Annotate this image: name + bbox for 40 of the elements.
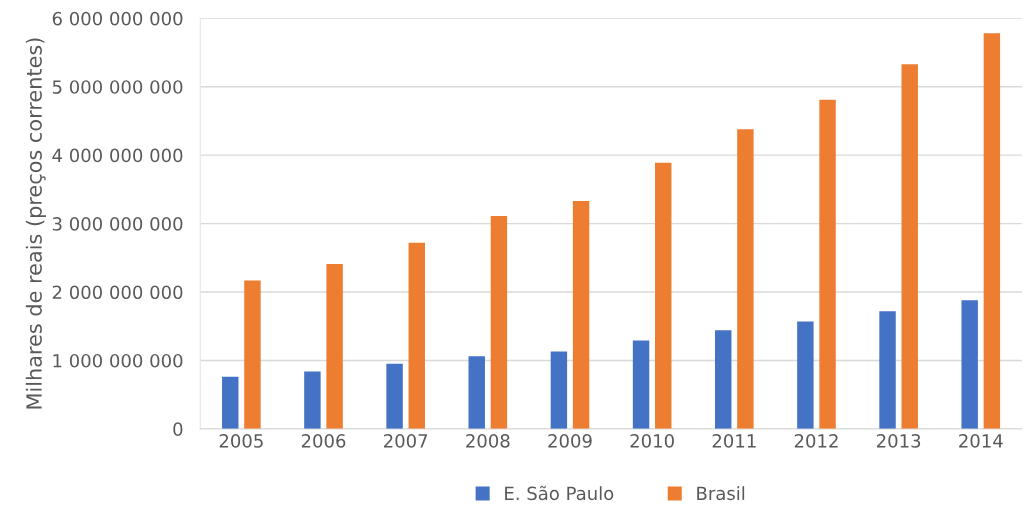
bar	[490, 216, 508, 429]
y-tick-label: 1 000 000 000	[53, 353, 183, 368]
x-tick-label: 2010	[630, 434, 674, 448]
y-tick-label: 0	[173, 422, 183, 436]
bar	[244, 280, 261, 429]
y-tick-label: 4 000 000 000	[52, 148, 183, 163]
bar	[879, 311, 896, 429]
bar	[655, 162, 672, 429]
bar	[983, 33, 1001, 429]
x-tick-label: 2009	[548, 434, 592, 448]
y-tick-label: 3 000 000 000	[52, 217, 183, 231]
bar	[632, 340, 650, 429]
bar	[222, 376, 239, 429]
y-axis-title: Milhares de reais (preços correntes)	[25, 38, 46, 409]
x-tick-label: 2014	[959, 434, 1003, 448]
bar	[326, 263, 343, 429]
legend-label: Brasil	[697, 486, 745, 501]
x-tick-label: 2006	[301, 434, 346, 448]
bar	[715, 330, 732, 429]
x-tick-label: 2012	[794, 434, 838, 448]
y-tick-label: 2 000 000 000	[52, 285, 183, 300]
y-tick-label: 6 000 000 000	[52, 11, 183, 26]
bar	[572, 201, 590, 429]
legend-label: E. São Paulo	[505, 485, 614, 501]
bar	[408, 242, 425, 429]
bar	[961, 300, 978, 429]
x-tick-label: 2007	[384, 434, 428, 448]
bar	[797, 321, 814, 429]
bar	[819, 99, 836, 429]
y-tick-label: 5 000 000 000	[52, 80, 183, 94]
x-tick-label: 2011	[712, 434, 756, 448]
bar	[468, 356, 485, 429]
x-tick-label: 2008	[466, 434, 510, 448]
x-tick-label: 2005	[219, 434, 263, 448]
bar	[550, 351, 568, 429]
bar	[901, 64, 918, 429]
bar	[737, 129, 754, 429]
bar	[304, 371, 321, 429]
x-tick-label: 2013	[876, 434, 921, 448]
bar	[386, 363, 403, 429]
